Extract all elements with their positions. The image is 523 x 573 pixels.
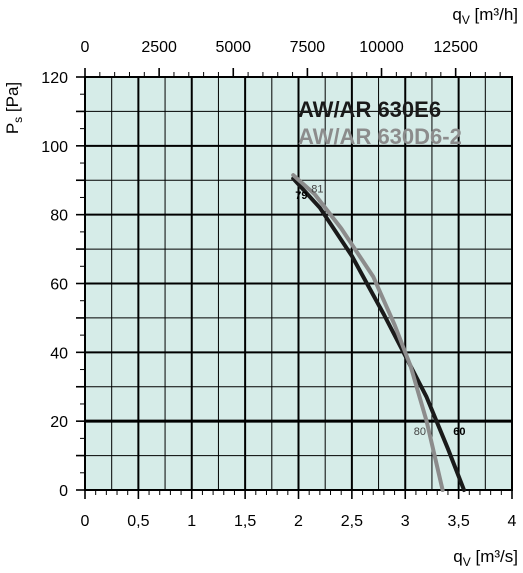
x-tick-label: 3,5 [448, 513, 470, 530]
x-tick-label: 1,5 [234, 513, 256, 530]
efficiency-annotation: 81 [311, 183, 323, 195]
grid-layer [76, 68, 513, 499]
x2-tick-label: 0 [81, 39, 90, 56]
x2-tick-label: 7500 [290, 39, 326, 56]
efficiency-annotation: 80 [414, 426, 426, 438]
x-tick-label: 2 [294, 513, 303, 530]
efficiency-annotation: 60 [453, 426, 465, 438]
x-tick-label: 1 [187, 513, 196, 530]
y-tick-label: 120 [41, 70, 68, 87]
x-tick-label: 4 [508, 513, 517, 530]
x-tick-label: 0 [81, 513, 90, 530]
legend-entry-2: AW/AR 630D6-2 [298, 124, 462, 149]
legend-entry-1: AW/AR 630E6 [298, 97, 441, 122]
y-axis-title: Ps [Pa] [3, 82, 25, 134]
x2-axis-title: qV [m³/h] [452, 5, 518, 27]
y-tick-label: 60 [50, 277, 68, 294]
x2-tick-label: 10000 [359, 39, 404, 56]
x2-tick-label: 5000 [215, 39, 251, 56]
x2-tick-label: 12500 [433, 39, 478, 56]
y-tick-label: 20 [50, 414, 68, 431]
series-line-1 [291, 176, 466, 492]
y-tick-label: 80 [50, 208, 68, 225]
series-layer [291, 173, 466, 492]
x-tick-label: 3 [401, 513, 410, 530]
x2-tick-label: 2500 [141, 39, 177, 56]
y-tick-label: 40 [50, 345, 68, 362]
x-tick-label: 0,5 [127, 513, 149, 530]
y-tick-label: 0 [59, 483, 68, 500]
x-axis-title: qV [m³/s] [453, 547, 518, 569]
efficiency-annotation: 79 [295, 190, 307, 202]
series-line-2 [291, 173, 445, 492]
x-tick-label: 2,5 [341, 513, 363, 530]
y-tick-label: 100 [41, 139, 68, 156]
